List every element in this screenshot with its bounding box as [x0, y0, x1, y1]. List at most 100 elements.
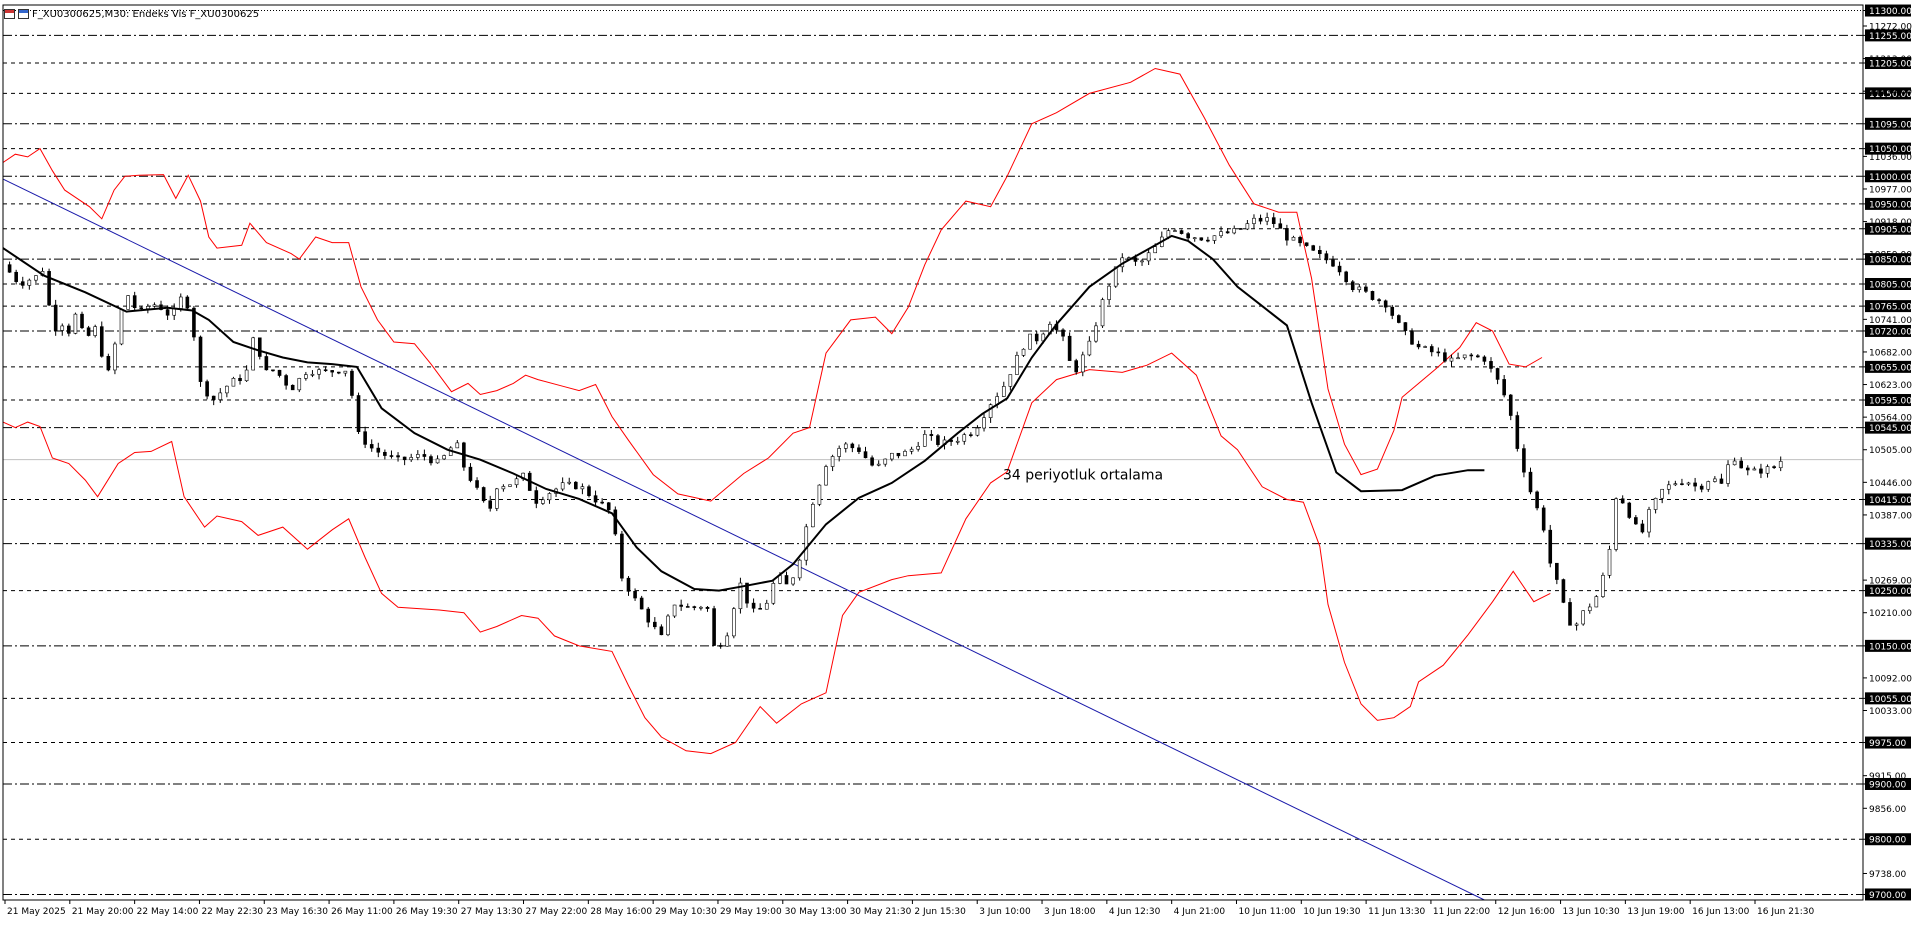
candle-body	[797, 559, 802, 579]
candle-body	[244, 369, 249, 382]
candle-body	[264, 356, 269, 371]
candle-body	[323, 369, 328, 372]
candle-body	[1489, 361, 1493, 369]
y-tick-label: 10905.00	[1869, 225, 1912, 235]
candle-body	[876, 463, 881, 466]
candle-body	[238, 378, 242, 382]
descending-trendline[interactable]	[2, 178, 1485, 901]
candle-body	[646, 608, 651, 623]
candle-body	[791, 577, 795, 585]
candle-body	[1476, 355, 1480, 358]
candle-body	[1673, 483, 1678, 486]
candle-body	[771, 583, 776, 604]
candle-body	[192, 307, 196, 338]
x-tick-label: 10 Jun 11:00	[1238, 907, 1295, 917]
price-tag	[1865, 421, 1911, 434]
candle-body	[1726, 464, 1730, 484]
chart-frame	[2, 4, 1864, 901]
y-tick-label: 10033.00	[1869, 707, 1912, 717]
candle-body	[1607, 549, 1612, 576]
candle-body	[1001, 386, 1006, 397]
candle-body	[1456, 357, 1460, 360]
candle-body	[1765, 466, 1770, 474]
candle-body	[712, 608, 716, 646]
candle-body	[1383, 300, 1388, 308]
candle-body	[817, 484, 822, 505]
y-tick-label: 10850.00	[1869, 256, 1912, 266]
price-tag	[1865, 394, 1911, 407]
candle-body	[1008, 374, 1013, 387]
candle-body	[165, 309, 170, 316]
y-tick-label: 10765.00	[1869, 303, 1912, 313]
candle-body	[1568, 602, 1572, 626]
candle-body	[567, 481, 572, 484]
candle-body	[870, 457, 874, 466]
candle-body	[132, 295, 137, 308]
candle-body	[1390, 306, 1395, 316]
candle-body	[1318, 249, 1322, 255]
candle-body	[1666, 484, 1671, 490]
candle-body	[178, 296, 183, 309]
y-tick-label: 10545.00	[1869, 424, 1912, 434]
x-tick-label: 4 Jun 12:30	[1109, 907, 1161, 917]
price-axis[interactable]: 11300.0011272.0011255.0011213.0011205.00…	[1863, 4, 1912, 901]
candle-body	[929, 434, 934, 436]
candle-body	[73, 313, 78, 334]
candle-body	[1271, 217, 1276, 224]
candle-body	[1541, 507, 1546, 531]
candle-body	[1535, 491, 1539, 509]
candle-body	[626, 577, 631, 592]
sma-layer	[2, 234, 1485, 592]
candle-body	[1647, 509, 1651, 533]
candle-body	[402, 456, 407, 461]
candle-body	[1370, 291, 1375, 300]
candle-body	[409, 457, 414, 461]
y-tick-label: 9900.00	[1869, 780, 1906, 790]
candle-body	[1199, 237, 1204, 241]
candle-body	[1653, 497, 1658, 510]
candle-body	[330, 370, 335, 373]
candle-body	[1206, 239, 1210, 242]
candle-body	[231, 378, 236, 387]
candle-body	[574, 481, 578, 490]
candle-body	[1522, 448, 1526, 473]
price-tag	[1865, 253, 1911, 266]
y-tick-label: 10250.00	[1869, 587, 1912, 597]
candle-body	[119, 309, 124, 345]
candle-body	[1515, 415, 1520, 449]
candle-body	[1133, 257, 1138, 262]
candle-body	[376, 447, 381, 453]
candle-body	[705, 606, 710, 609]
candle-body	[67, 325, 71, 334]
bollinger-bands	[2, 67, 1551, 755]
candle-body	[1482, 356, 1487, 362]
candle-body	[824, 466, 828, 486]
candle-body	[1403, 322, 1408, 331]
sma-34-line	[2, 234, 1485, 592]
candle-body	[1107, 285, 1111, 300]
candle-body	[34, 275, 38, 281]
candle-body	[1094, 325, 1098, 342]
candle-body	[883, 458, 888, 465]
y-tick-label: 10269.00	[1869, 577, 1912, 587]
candle-body	[560, 482, 565, 490]
x-tick-label: 13 Jun 10:30	[1563, 907, 1620, 917]
price-tag	[1865, 736, 1911, 749]
candle-body	[1298, 236, 1302, 244]
candle-body	[1225, 231, 1230, 234]
price-tag	[1865, 57, 1911, 70]
candle-body	[606, 502, 611, 511]
y-tick-label: 9738.00	[1869, 870, 1906, 880]
price-tag	[1865, 324, 1911, 337]
candle-body	[1752, 468, 1757, 471]
candle-body	[1140, 260, 1144, 263]
candle-body	[857, 447, 861, 452]
x-tick-label: 28 May 16:00	[590, 907, 652, 917]
x-tick-label: 10 Jun 19:30	[1303, 907, 1360, 917]
time-axis[interactable]: 21 May 2025 21 May 20:00 22 May 14:00 22 Ma…	[4, 900, 1814, 917]
x-tick-label: 21 May 20:00	[72, 907, 134, 917]
x-tick-label: 16 Jun 13:00	[1692, 907, 1749, 917]
x-tick-label: 4 Jun 21:00	[1174, 907, 1226, 917]
